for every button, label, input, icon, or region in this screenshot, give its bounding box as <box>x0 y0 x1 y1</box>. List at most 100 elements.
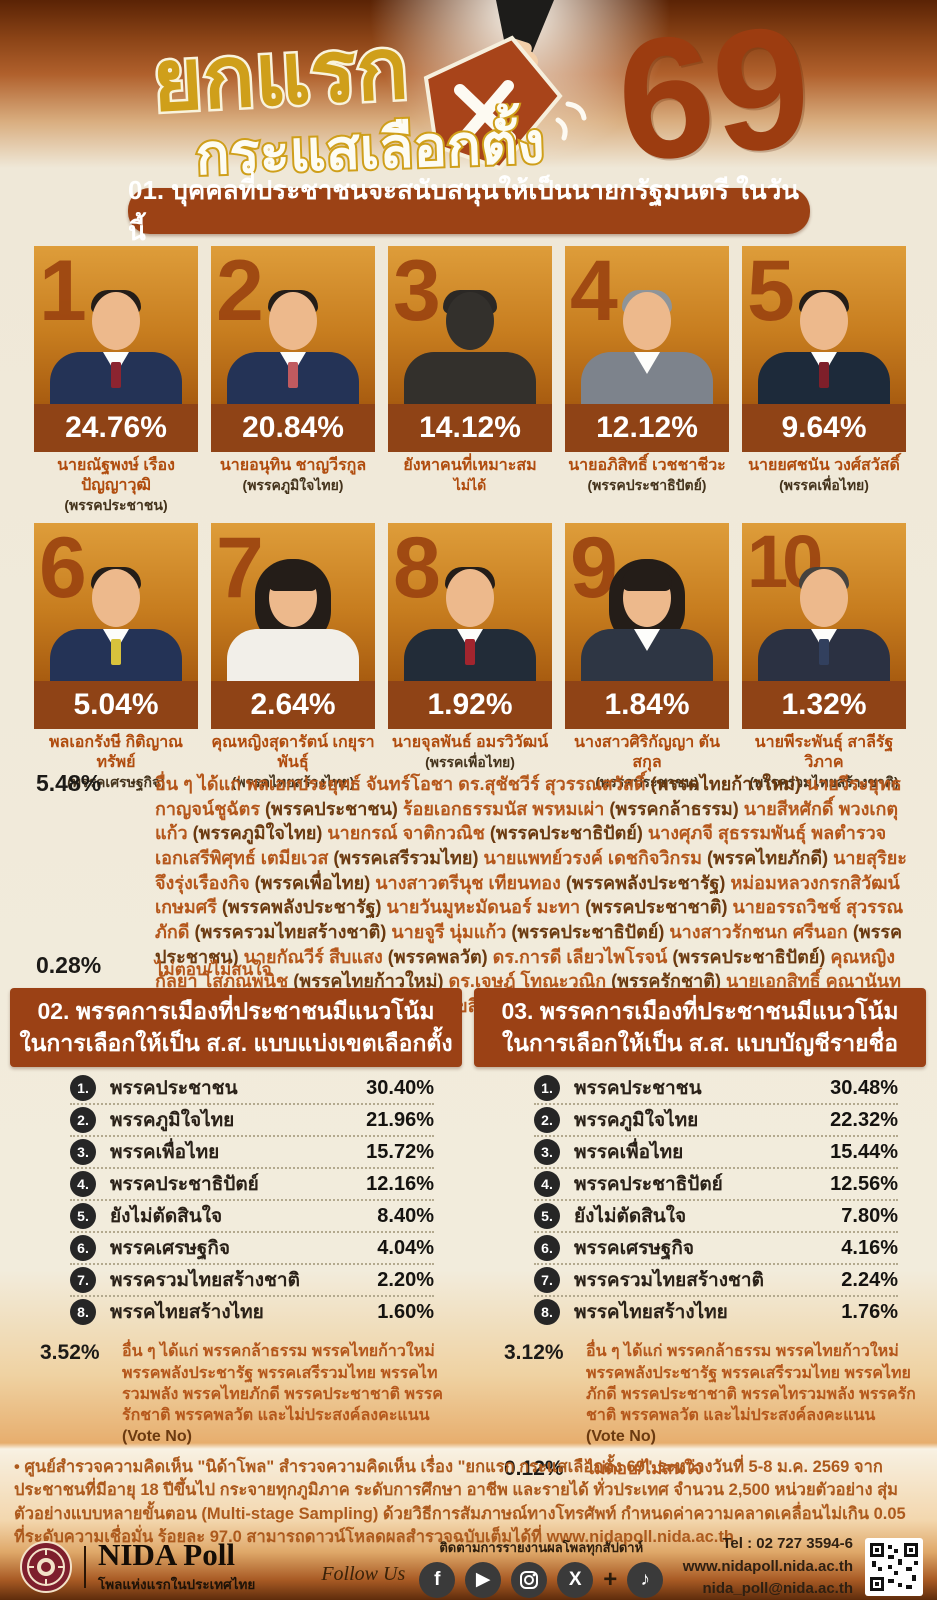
no-answer-note-q3: 0.12% ไม่ตอบ/ไม่สนใจ <box>474 1455 926 1482</box>
candidate-name: นายอภิสิทธิ์ เวชชาชีวะ <box>568 457 726 474</box>
candidate-photo: 7 <box>211 523 375 682</box>
party-name: พรรคเพื่อไทย <box>110 1142 220 1164</box>
rank-badge: 1. <box>70 1075 96 1102</box>
candidate-name: นายพีระพันธุ์ สาลีรัฐวิภาค <box>754 734 894 772</box>
facebook-icon[interactable]: f <box>419 1561 456 1598</box>
question1-heading: 01. บุคคลที่ประชาชนจะสนับสนุนให้เป็นนายก… <box>128 175 810 246</box>
candidate-party: (พรรคเศรษฐกิจ) <box>67 774 165 791</box>
candidate-party: (พรรคเพื่อไทย) <box>779 477 869 493</box>
party-percent: 30.40% <box>366 1076 434 1099</box>
table-row: 8. พรรคไทยสร้างไทย 1.76% <box>534 1297 898 1327</box>
title-line1-art: ยกแรก <box>147 18 413 132</box>
rank-badge: 7. <box>534 1267 560 1294</box>
phone-number: Tel : 02 727 3594-6 <box>722 1535 853 1553</box>
person-avatar <box>223 559 363 682</box>
table-row: 5. ยังไม่ตัดสินใจ 7.80% <box>534 1201 898 1234</box>
person-avatar <box>46 563 186 682</box>
tiktok-icon[interactable]: ♪ <box>627 1561 664 1598</box>
rank-badge: 2. <box>70 1107 96 1134</box>
candidate-photo: 5 <box>742 246 906 404</box>
others-text-q3: อื่น ๆ ได้แก่ พรรคกล้าธรรม พรรคไทยก้าวให… <box>586 1343 916 1445</box>
party-name: พรรคประชาธิปัตย์ <box>110 1174 259 1196</box>
party-percent: 15.72% <box>366 1140 434 1163</box>
party-percent: 22.32% <box>830 1108 898 1131</box>
brand-block: NIDA Poll โพลแห่งแรกในประเทศไทย <box>98 1539 255 1595</box>
party-name: พรรคภูมิใจไทย <box>110 1110 235 1132</box>
candidate-photo: 6 <box>34 523 198 682</box>
instagram-icon[interactable] <box>511 1561 548 1598</box>
divider <box>84 1546 86 1588</box>
party-name: ยังไม่ตัดสินใจ <box>574 1206 687 1228</box>
percent-badge: 1.32% <box>742 681 906 730</box>
rank-badge: 1. <box>534 1075 560 1102</box>
candidate-card: 9 1.84% นางสาวศิริกัญญา ตันสกุล (พรรคประ… <box>565 523 729 791</box>
candidate-name: ยังหาคนที่เหมาะสม <box>403 457 537 474</box>
rank-badge: 5. <box>534 1203 560 1230</box>
rank-number: 1 <box>39 246 87 339</box>
rank-number: 8 <box>393 523 441 617</box>
rank-badge: 4. <box>534 1171 560 1198</box>
email-link[interactable]: nida_poll@nida.ac.th <box>702 1580 853 1598</box>
methodology-note: • ศูนย์สำรวจความคิดเห็น "นิด้าโพล" สำรวจ… <box>14 1458 906 1547</box>
table-row: 6. พรรคเศรษฐกิจ 4.16% <box>534 1233 898 1266</box>
title-line1: ยกแรก <box>150 20 411 129</box>
others-percent-q1: 5.48% <box>36 770 102 796</box>
rank-badge: 6. <box>534 1235 560 1262</box>
youtube-icon[interactable]: ▶ <box>465 1561 502 1598</box>
candidate-photo: 4 <box>565 246 729 404</box>
question2-heading: 02. พรรคการเมืองที่ประชาชนมีแนวโน้ม ในกา… <box>10 988 462 1068</box>
party-name: พรรครวมไทยสร้างชาติ <box>110 1270 300 1292</box>
candidate-name: คุณหญิงสุดารัตน์ เกยุราพันธุ์ <box>211 734 375 772</box>
rank-number: 5 <box>747 246 795 339</box>
candidate-card: 8 1.92% นายจุลพันธ์ อมรวิวัฒน์ (พรรคเพื่… <box>388 523 552 791</box>
question2-heading-line2: ในการเลือกให้เป็น ส.ส. แบบแบ่งเขตเลือกตั… <box>19 1029 453 1056</box>
rank-number: 4 <box>570 246 618 339</box>
x-twitter-icon[interactable]: X <box>557 1561 594 1598</box>
candidate-grid: 1 24.76% นายณัฐพงษ์ เรืองปัญญาวุฒิ (พรรค… <box>32 246 908 791</box>
social-block: ติดตามการรายงานผลโพลทุกสัปดาห์ f ▶ X + ♪ <box>419 1537 664 1598</box>
website-link[interactable]: www.nidapoll.nida.ac.th <box>682 1557 853 1575</box>
table-row: 6. พรรคเศรษฐกิจ 4.04% <box>70 1233 434 1266</box>
contact-block: Tel : 02 727 3594-6 www.nidapoll.nida.ac… <box>683 1533 853 1600</box>
party-percent: 12.56% <box>830 1172 898 1195</box>
question2-heading-line1: 02. พรรคการเมืองที่ประชาชนมีแนวโน้ม <box>37 998 435 1024</box>
others-text-q2: อื่น ๆ ได้แก่ พรรคกล้าธรรม พรรคไทยก้าวให… <box>122 1343 443 1445</box>
candidate-party: (พรรคประชาชน) <box>64 497 168 513</box>
follow-us-label: Follow Us <box>321 1562 406 1585</box>
table-row: 4. พรรคประชาธิปัตย์ 12.16% <box>70 1169 434 1202</box>
question3-rows: 1. พรรคประชาชน 30.48% 2. พรรคภูมิใจไทย 22.32… <box>474 1067 926 1327</box>
others-percent-q2: 3.52% <box>40 1341 100 1365</box>
social-icons: f ▶ X + ♪ <box>419 1561 664 1598</box>
candidate-card: 4 12.12% นายอภิสิทธิ์ เวชชาชีวะ (พรรคประ… <box>565 246 729 514</box>
title-line2-art: กระแสเลือกตั้ง <box>192 100 547 188</box>
rank-badge: 7. <box>70 1267 96 1294</box>
party-percent: 1.76% <box>841 1300 898 1323</box>
candidate-name: นายจุลพันธ์ อมรวิวัฒน์ <box>391 734 549 752</box>
candidate-card: 7 2.64% คุณหญิงสุดารัตน์ เกยุราพันธุ์ (พ… <box>211 523 375 791</box>
percent-badge: 1.84% <box>565 681 729 730</box>
qr-code[interactable] <box>865 1538 923 1596</box>
rank-badge: 8. <box>70 1299 96 1326</box>
table-row: 3. พรรคเพื่อไทย 15.44% <box>534 1137 898 1170</box>
candidate-card: 1 24.76% นายณัฐพงษ์ เรืองปัญญาวุฒิ (พรรค… <box>34 246 198 514</box>
candidate-name: พลเอกรังษี กิติญาณทรัพย์ <box>48 734 184 772</box>
rank-number: 6 <box>39 523 87 617</box>
others-note-q2: 3.52% อื่น ๆ ได้แก่ พรรคกล้าธรรม พรรคไทย… <box>10 1341 462 1447</box>
party-percent: 4.04% <box>377 1236 434 1259</box>
rank-badge: 3. <box>534 1139 560 1166</box>
party-percent: 30.48% <box>830 1076 898 1099</box>
percent-badge: 1.92% <box>388 681 552 730</box>
percent-badge: 5.04% <box>34 681 198 730</box>
table-row: 7. พรรครวมไทยสร้างชาติ 2.24% <box>534 1265 898 1298</box>
rank-badge: 6. <box>70 1235 96 1262</box>
table-row: 4. พรรคประชาธิปัตย์ 12.56% <box>534 1169 898 1202</box>
candidate-card: 5 9.64% นายยศชนัน วงศ์สวัสดิ์ (พรรคเพื่อ… <box>742 246 906 514</box>
candidate-card: 6 5.04% พลเอกรังษี กิติญาณทรัพย์ (พรรคเศ… <box>34 523 198 791</box>
brand-name: NIDA Poll <box>98 1537 235 1572</box>
no-answer-percent-q1: 0.28% <box>36 952 102 978</box>
party-name: พรรคไทยสร้างไทย <box>110 1302 264 1324</box>
party-percent: 8.40% <box>377 1204 434 1227</box>
candidate-name: นายณัฐพงษ์ เรืองปัญญาวุฒิ <box>57 457 175 494</box>
party-name: พรรคภูมิใจไทย <box>574 1110 699 1132</box>
